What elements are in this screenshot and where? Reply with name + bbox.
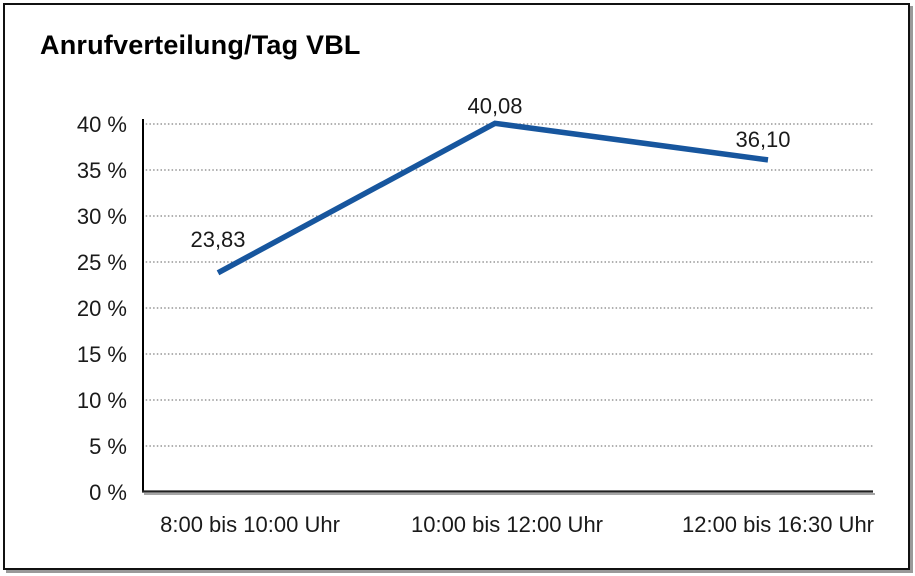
y-axis-tick-label: 10 % <box>77 388 127 413</box>
y-axis-tick-label: 30 % <box>77 204 127 229</box>
y-axis-tick-label: 40 % <box>77 112 127 137</box>
data-point-label: 36,10 <box>735 127 790 152</box>
x-axis-category-label: 10:00 bis 12:00 Uhr <box>411 512 603 537</box>
series-line <box>216 120 769 276</box>
chart-title: Anrufverteilung/Tag VBL <box>40 30 361 60</box>
data-point-label: 23,83 <box>190 227 245 252</box>
x-axis-category-label: 12:00 bis 16:30 Uhr <box>682 512 874 537</box>
y-axis-tick-label: 0 % <box>89 480 127 505</box>
y-axis-tick-label: 15 % <box>77 342 127 367</box>
y-axis-tick-label: 20 % <box>77 296 127 321</box>
data-point-label: 40,08 <box>467 93 522 118</box>
y-axis-tick-label: 25 % <box>77 250 127 275</box>
y-axis-tick-label: 35 % <box>77 158 127 183</box>
chart-frame <box>3 3 910 570</box>
x-axis-category-label: 8:00 bis 10:00 Uhr <box>160 512 340 537</box>
y-axis-tick-label: 5 % <box>89 434 127 459</box>
